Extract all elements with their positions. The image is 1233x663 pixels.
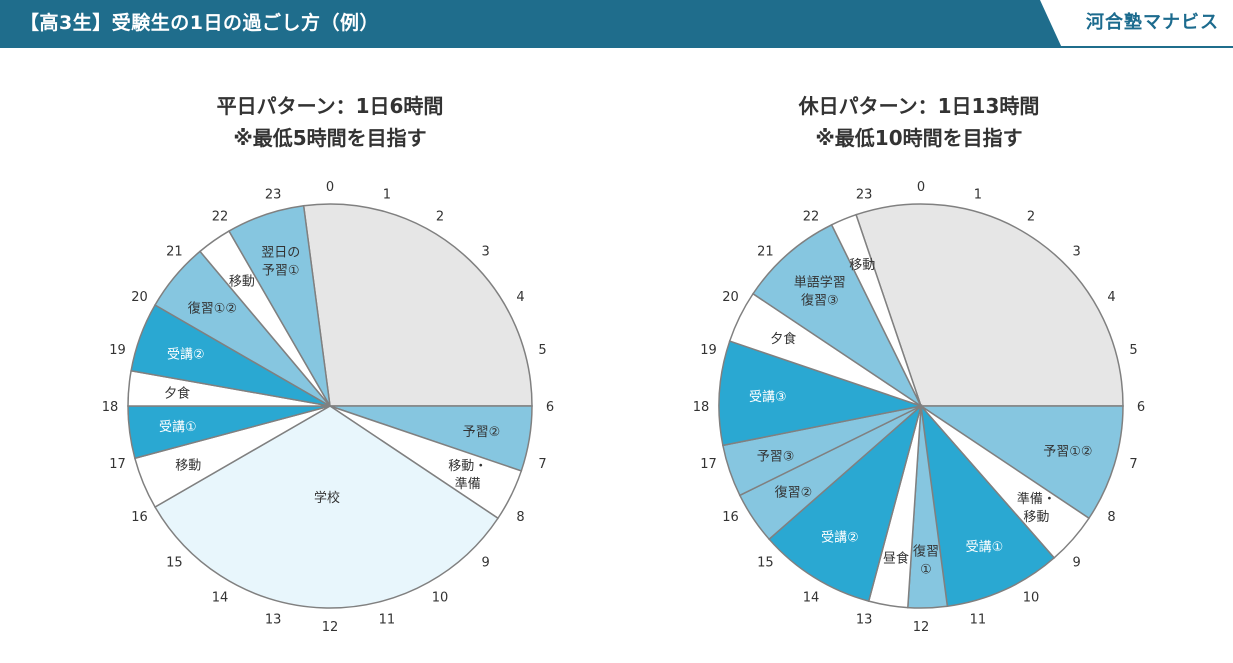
weekday-hour-label-2: 2 bbox=[436, 210, 444, 225]
weekday-slice-label-4: 移動 bbox=[175, 459, 201, 474]
holiday-slice-3 bbox=[919, 403, 1056, 608]
weekday-slice-label-1: 予習② bbox=[463, 425, 501, 440]
weekday-hour-label-4: 4 bbox=[516, 290, 524, 305]
holiday-slice-label-10: 夕食 bbox=[770, 331, 796, 347]
holiday-slice-label-1: 予習①② bbox=[1043, 445, 1092, 460]
weekday-slice-0 bbox=[302, 203, 533, 407]
weekday-title-line-1: 平日パターン：1日6時間 bbox=[216, 94, 444, 118]
weekday-hour-label-10: 10 bbox=[432, 591, 449, 606]
holiday-hour-label-6: 6 bbox=[1137, 400, 1145, 415]
weekday-hour-label-18: 18 bbox=[102, 400, 119, 415]
holiday-slice-label-6: 受講② bbox=[821, 529, 859, 545]
weekday-hour-label-14: 14 bbox=[212, 591, 229, 606]
weekday-hour-label-11: 11 bbox=[379, 613, 396, 628]
weekday-hour-label-0: 0 bbox=[326, 180, 334, 195]
holiday-hour-label-10: 10 bbox=[1023, 591, 1040, 606]
holiday-slice-label-11: 単語学習復習③ bbox=[794, 275, 846, 309]
holiday-slice-label-7: 復習② bbox=[775, 484, 813, 500]
weekday-chart-title: 平日パターン：1日6時間 ※最低5時間を目指す bbox=[90, 90, 570, 154]
holiday-slice-label-12: 移動 bbox=[849, 258, 875, 273]
weekday-hour-label-1: 1 bbox=[383, 188, 391, 203]
holiday-hour-label-5: 5 bbox=[1129, 343, 1137, 358]
holiday-hour-label-16: 16 bbox=[722, 510, 739, 525]
weekday-hour-label-3: 3 bbox=[481, 244, 489, 259]
holiday-hour-label-18: 18 bbox=[693, 400, 710, 415]
holiday-hour-label-7: 7 bbox=[1129, 457, 1137, 472]
weekday-hour-label-9: 9 bbox=[481, 556, 489, 571]
header-banner bbox=[0, 0, 1233, 48]
holiday-hour-label-11: 11 bbox=[970, 613, 987, 628]
holiday-hour-label-2: 2 bbox=[1027, 210, 1035, 225]
weekday-slice-10 bbox=[227, 204, 331, 407]
holiday-hour-label-4: 4 bbox=[1107, 290, 1115, 305]
weekday-slice-label-9: 移動 bbox=[229, 274, 255, 289]
weekday-hour-label-13: 13 bbox=[265, 613, 282, 628]
weekday-hour-label-7: 7 bbox=[538, 457, 546, 472]
holiday-slice-12 bbox=[830, 213, 922, 407]
holiday-hour-label-12: 12 bbox=[913, 620, 930, 635]
weekday-hour-label-5: 5 bbox=[538, 343, 546, 358]
weekday-slice-3 bbox=[154, 405, 500, 609]
weekday-hour-label-15: 15 bbox=[166, 556, 183, 571]
weekday-slice-label-10: 翌日の予習① bbox=[261, 246, 300, 279]
holiday-slice-label-8: 予習③ bbox=[757, 449, 795, 464]
weekday-slice-label-7: 受講② bbox=[167, 346, 205, 362]
weekday-slice-label-3: 学校 bbox=[314, 490, 340, 506]
holiday-hour-label-23: 23 bbox=[856, 188, 873, 203]
holiday-slice-0 bbox=[855, 203, 1124, 407]
weekday-hour-label-12: 12 bbox=[322, 620, 339, 635]
holiday-slice-9 bbox=[718, 340, 924, 447]
holiday-slice-label-9: 受講③ bbox=[749, 389, 787, 405]
holiday-title-line-1: 休日パターン：1日13時間 bbox=[798, 94, 1040, 118]
weekday-hour-label-22: 22 bbox=[212, 210, 229, 225]
brand-logo: 河合塾マナビス bbox=[1086, 12, 1219, 33]
holiday-hour-label-17: 17 bbox=[700, 457, 717, 472]
weekday-hour-label-8: 8 bbox=[516, 510, 524, 525]
holiday-slice-6 bbox=[768, 403, 923, 603]
holiday-hour-label-0: 0 bbox=[917, 180, 925, 195]
holiday-hour-label-21: 21 bbox=[757, 244, 774, 259]
holiday-hour-label-20: 20 bbox=[722, 290, 739, 305]
weekday-hour-label-16: 16 bbox=[131, 510, 148, 525]
holiday-slice-label-4: 復習 ① bbox=[913, 543, 939, 577]
holiday-slice-label-5: 昼食 bbox=[883, 551, 909, 567]
weekday-hour-label-23: 23 bbox=[265, 188, 282, 203]
page-title: 【高3生】受験生の1日の過ごし方（例） bbox=[20, 12, 379, 34]
weekday-hour-label-6: 6 bbox=[546, 400, 554, 415]
holiday-hour-label-22: 22 bbox=[803, 210, 820, 225]
holiday-slice-1 bbox=[918, 405, 1124, 520]
weekday-hour-label-19: 19 bbox=[109, 343, 126, 358]
weekday-hour-label-21: 21 bbox=[166, 244, 183, 259]
weekday-title-line-2: ※最低5時間を目指す bbox=[233, 126, 427, 150]
holiday-hour-label-8: 8 bbox=[1107, 510, 1115, 525]
weekday-slice-label-8: 復習①② bbox=[188, 300, 237, 316]
holiday-slice-label-3: 受講① bbox=[966, 539, 1004, 555]
weekday-slice-label-2: 移動・準備 bbox=[448, 459, 487, 492]
holiday-slice-11 bbox=[751, 223, 923, 409]
holiday-hour-label-3: 3 bbox=[1072, 244, 1080, 259]
weekday-slice-label-5: 受講① bbox=[159, 419, 197, 435]
holiday-hour-label-15: 15 bbox=[757, 556, 774, 571]
weekday-hour-label-20: 20 bbox=[131, 290, 148, 305]
holiday-hour-label-9: 9 bbox=[1072, 556, 1080, 571]
weekday-slice-label-6: 夕食 bbox=[164, 386, 190, 402]
holiday-title-line-2: ※最低10時間を目指す bbox=[815, 126, 1023, 150]
holiday-hour-label-13: 13 bbox=[856, 613, 873, 628]
header-bar: 【高3生】受験生の1日の過ごし方（例） 河合塾マナビス bbox=[0, 0, 1233, 48]
holiday-chart-title: 休日パターン：1日13時間 ※最低10時間を目指す bbox=[679, 90, 1159, 154]
weekday-hour-label-17: 17 bbox=[109, 457, 126, 472]
holiday-hour-label-14: 14 bbox=[803, 591, 820, 606]
holiday-slice-label-2: 準備・移動 bbox=[1017, 491, 1056, 525]
holiday-hour-label-19: 19 bbox=[700, 343, 717, 358]
holiday-hour-label-1: 1 bbox=[974, 188, 982, 203]
